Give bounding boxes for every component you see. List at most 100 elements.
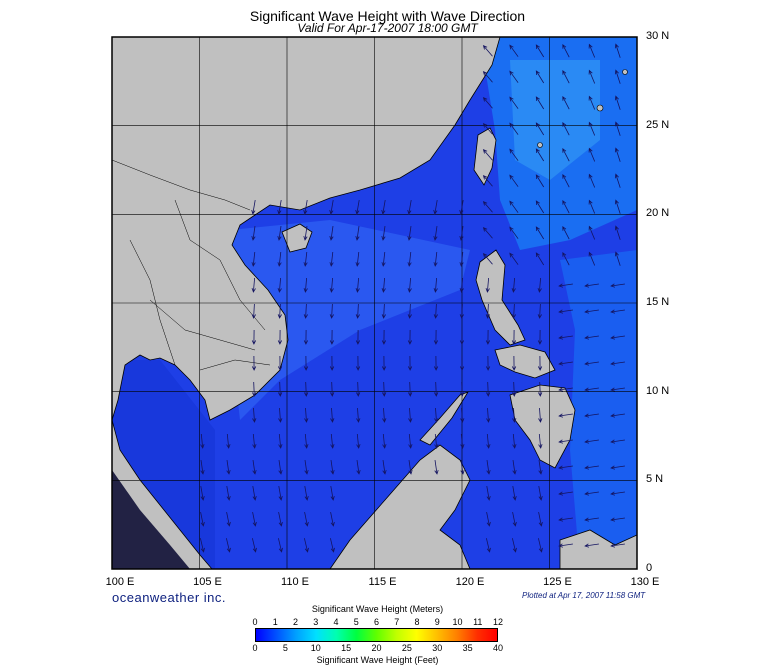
direction-arrow [355,200,360,215]
direction-arrow [558,439,573,444]
legend-feet-tick: 30 [432,643,443,653]
direction-arrow [381,251,386,267]
direction-arrow [610,387,625,392]
direction-arrow [278,460,283,475]
direction-arrow [355,226,360,241]
direction-arrow [584,335,599,340]
shelf-region [230,220,470,420]
direction-arrow [226,512,231,527]
direction-arrow [200,433,205,449]
direction-arrow [610,335,625,340]
direction-arrow [610,543,625,548]
direction-arrow [535,226,545,240]
direction-arrow [251,277,256,293]
direction-arrow [562,225,570,240]
direction-arrow [460,381,465,397]
direction-arrow [562,173,570,188]
direction-arrow [537,303,542,319]
direction-arrow [610,517,625,522]
direction-arrow [509,226,519,239]
direction-arrow [509,96,519,109]
direction-arrow [614,173,621,188]
direction-arrow [330,407,335,423]
direction-arrow [538,538,543,553]
ryukyu-island [622,69,628,75]
direction-arrow [434,460,439,475]
direction-arrow [614,69,621,84]
direction-arrow [511,355,517,371]
direction-arrow [330,381,335,397]
direction-arrow [588,95,596,110]
direction-arrow [304,381,309,397]
latitude-label: 30 N [646,30,670,42]
direction-arrow [329,303,334,319]
direction-arrow [584,491,599,496]
legend-meter-tick: 3 [313,617,319,627]
direction-arrow [482,96,493,109]
legend-feet-tick: 20 [371,643,382,653]
direction-arrow [277,200,282,215]
direction-arrow [251,200,256,215]
legend-feet-tick: 35 [462,643,473,653]
legend-title-feet: Significant Wave Height (Feet) [316,655,439,665]
direction-arrow [355,277,360,293]
direction-arrow [407,303,412,319]
direction-arrow [610,439,625,444]
direction-arrow [610,491,625,496]
direction-arrow [509,200,519,213]
direction-arrow [535,200,545,214]
direction-arrow [329,251,334,267]
legend-feet-tick: 40 [492,643,503,653]
direction-arrow [509,122,519,135]
luzon-island [475,249,526,346]
direction-arrow [304,460,309,475]
hainan-island [281,223,313,253]
direction-arrow [330,486,335,501]
direction-arrow [535,70,545,84]
direction-arrow [381,226,386,241]
direction-arrow [538,381,543,397]
longitude-label: 100 E [105,576,135,588]
direction-arrow [356,407,361,423]
direction-arrow [459,251,464,267]
direction-arrow [509,174,519,187]
direction-arrow [511,277,516,293]
direction-arrow [538,407,543,423]
direction-arrow [535,148,545,162]
direction-arrow [226,433,231,449]
direction-arrow [433,200,438,215]
direction-arrow [355,329,361,345]
direction-arrow [588,43,596,58]
direction-arrow [355,355,361,371]
direction-arrow [200,538,205,553]
direction-arrow [434,433,439,449]
direction-arrow [303,226,308,241]
direction-arrow [482,122,493,135]
palawan-island [419,391,469,446]
sulawesi-island [559,529,637,569]
longitude-label: 110 E [281,576,309,588]
direction-arrow [558,361,573,366]
direction-arrow [459,303,464,319]
direction-arrow [226,460,231,475]
direction-arrow [251,226,256,241]
mainland-asia [112,37,501,421]
direction-arrow [304,407,309,423]
direction-arrow [512,512,517,527]
direction-arrow [381,277,386,293]
direction-arrow [433,303,438,319]
legend-meter-tick: 9 [434,617,440,627]
direction-arrow [537,277,542,293]
direction-arrow [329,226,334,241]
direction-arrow [408,433,413,449]
direction-arrow [614,147,621,162]
brand-label: oceanweather inc. [112,590,227,605]
mindanao-island [509,384,576,469]
direction-arrow [356,460,361,475]
direction-arrow [558,309,573,314]
direction-arrow [562,69,570,84]
direction-arrow [588,121,596,136]
direction-arrow [486,512,491,527]
country-borders [112,159,271,371]
direction-arrow [486,381,491,397]
